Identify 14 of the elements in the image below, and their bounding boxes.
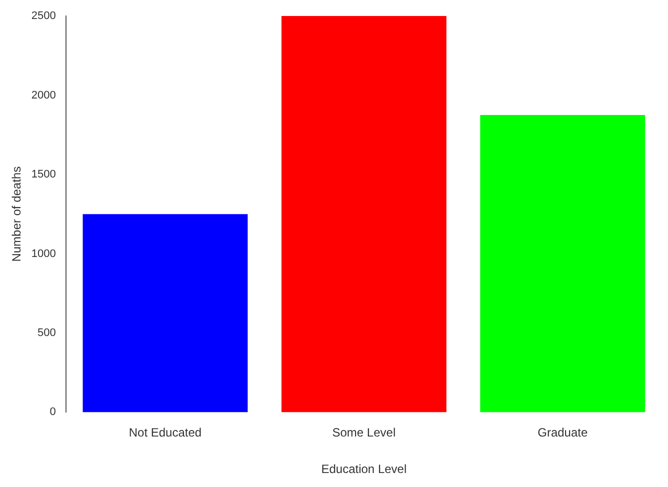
y-tick-label: 1000 bbox=[31, 248, 56, 260]
y-tick-label: 2000 bbox=[31, 89, 56, 102]
bar bbox=[82, 214, 248, 412]
x-tick-label: Some Level bbox=[332, 426, 396, 440]
y-axis-title: Number of deaths bbox=[10, 166, 24, 262]
y-tick-label: 500 bbox=[38, 326, 56, 339]
bar bbox=[480, 115, 646, 412]
y-tick-label: 2500 bbox=[31, 10, 56, 22]
x-axis-title: Education Level bbox=[321, 462, 407, 476]
x-tick-label: Not Educated bbox=[128, 426, 202, 440]
y-tick-label: 1500 bbox=[31, 168, 56, 181]
x-tick-label: Graduate bbox=[538, 426, 588, 440]
y-tick-label: 0 bbox=[50, 406, 56, 418]
bar bbox=[281, 16, 446, 412]
